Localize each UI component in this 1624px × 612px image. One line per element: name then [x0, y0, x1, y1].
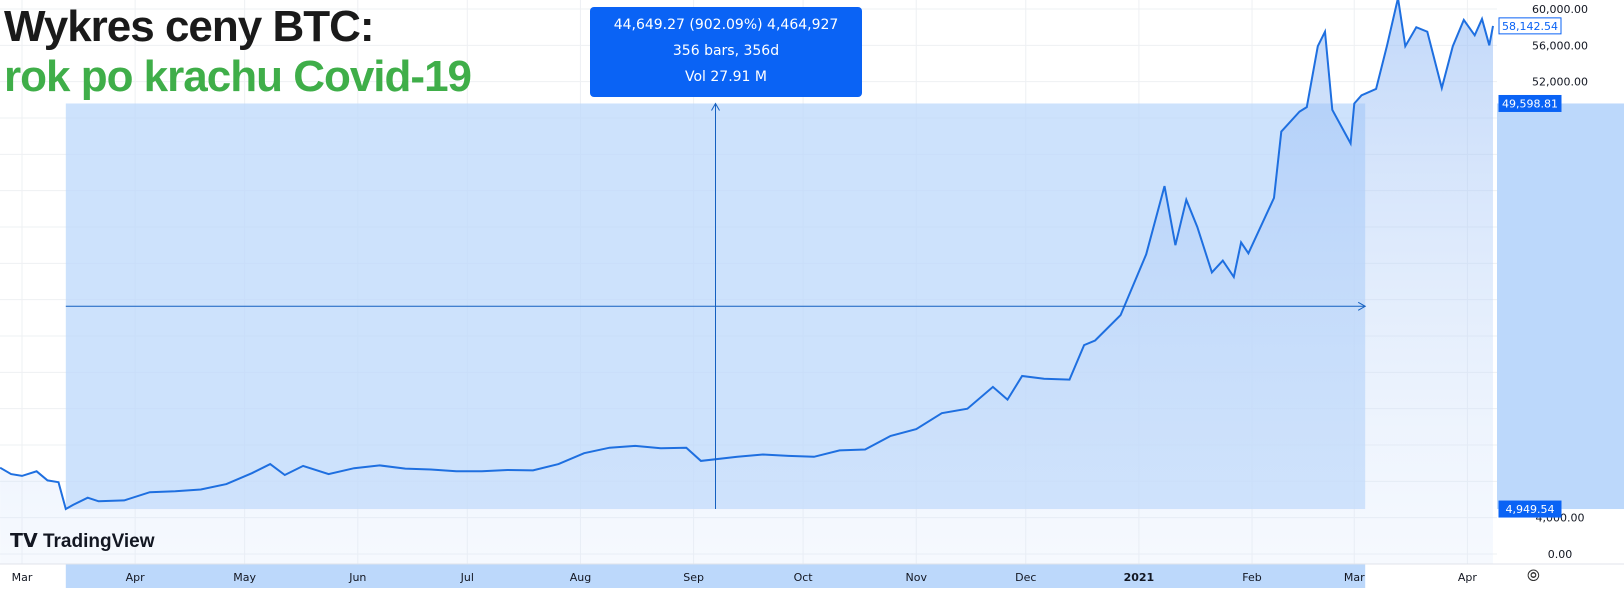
measure-high-label: 49,598.81 [1502, 97, 1558, 110]
measure-high-label-box [1498, 94, 1562, 112]
measure-low-label: 4,949.54 [1506, 503, 1555, 516]
arrow-head-right [1357, 301, 1367, 311]
measure-change: 44,649.27 (902.09%) 4,464,927 [613, 17, 839, 33]
x-tick-label: Mar [12, 571, 33, 584]
y-tick-label: 56,000.00 [1532, 39, 1588, 52]
x-tick-label: Aug [570, 571, 591, 584]
y-tick-label: 60,000.00 [1532, 3, 1588, 16]
price-line [0, 0, 1494, 511]
y-tick-label: 52,000.00 [1532, 76, 1588, 89]
x-tick-label: 2021 [1124, 571, 1155, 584]
measure-low-label-box [1498, 500, 1562, 518]
x-tick-label: Oct [794, 571, 814, 584]
settings-icon[interactable]: ⦾ [1527, 566, 1540, 585]
measure-tooltip: 44,649.27 (902.09%) 4,464,927 356 bars, … [590, 7, 862, 97]
y-axis-measure-band [1497, 103, 1624, 510]
title-line-1: Wykres ceny BTC: [4, 2, 375, 51]
x-tick-label: Sep [683, 571, 704, 584]
last-price-label: 58,142.54 [1502, 20, 1558, 33]
title-line-2: rok po krachu Covid-19 [4, 52, 472, 101]
x-tick-label: Nov [906, 571, 928, 584]
x-tick-label: Apr [126, 571, 146, 584]
last-price-label-box [1498, 17, 1562, 35]
x-tick-label: Apr [1458, 571, 1478, 584]
arrow-head-up [711, 102, 720, 111]
x-axis-measure-band [65, 564, 1366, 588]
x-tick-label: Jun [348, 571, 366, 584]
y-tick-label: 0.00 [1548, 548, 1573, 561]
logo-text: TradingView [42, 531, 155, 552]
x-tick-label: Jul [460, 571, 474, 584]
x-tick-label: Feb [1242, 571, 1261, 584]
tv-logo-icon: 𝗧𝗩 [10, 531, 38, 552]
measure-volume: Vol 27.91 M [684, 69, 767, 85]
x-tick-label: Mar [1344, 571, 1365, 584]
tradingview-logo: 𝗧𝗩 TradingView [10, 530, 155, 553]
price-area [0, 0, 1493, 564]
measure-bars: 356 bars, 356d [672, 43, 780, 59]
x-tick-label: May [233, 571, 256, 584]
x-tick-label: Dec [1015, 571, 1036, 584]
